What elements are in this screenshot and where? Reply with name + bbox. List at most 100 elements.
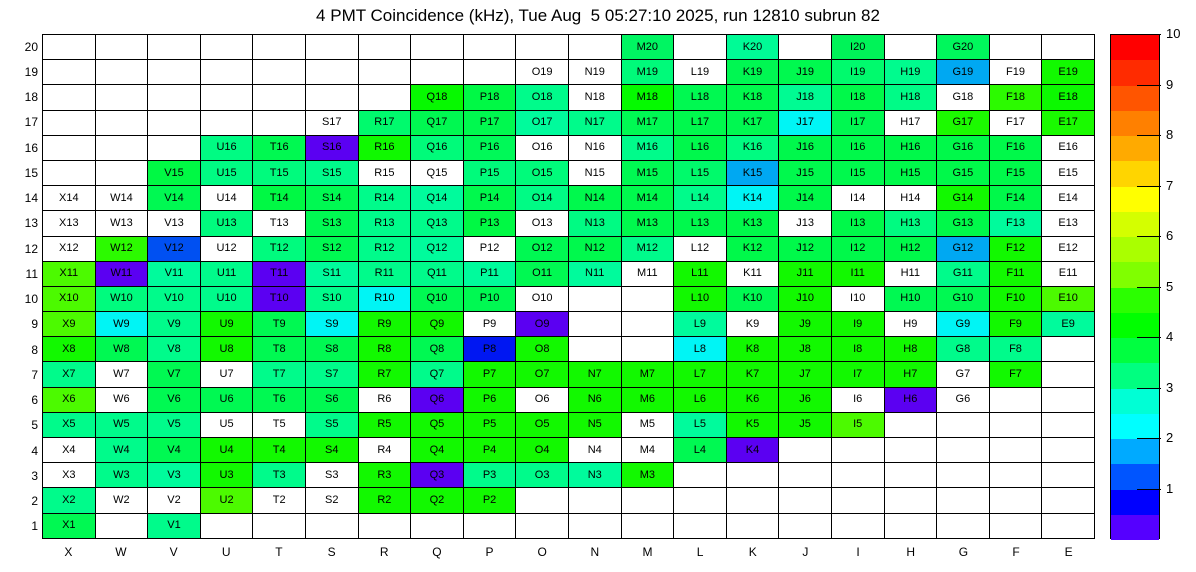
heatmap-cell-P4[interactable]: P4 bbox=[462, 436, 517, 464]
heatmap-cell-U8[interactable]: U8 bbox=[199, 336, 254, 363]
heatmap-cell-R17[interactable]: R17 bbox=[357, 109, 412, 136]
heatmap-cell-empty[interactable] bbox=[199, 512, 254, 540]
heatmap-cell-empty[interactable] bbox=[42, 59, 96, 86]
heatmap-cell-M16[interactable]: M16 bbox=[620, 134, 675, 161]
heatmap-cell-U7[interactable]: U7 bbox=[199, 361, 254, 388]
heatmap-cell-empty[interactable] bbox=[515, 487, 569, 514]
heatmap-cell-P9[interactable]: P9 bbox=[462, 311, 517, 338]
heatmap-cell-L4[interactable]: L4 bbox=[673, 436, 727, 464]
heatmap-cell-H10[interactable]: H10 bbox=[883, 285, 938, 313]
heatmap-cell-U15[interactable]: U15 bbox=[199, 159, 254, 187]
heatmap-cell-H14[interactable]: H14 bbox=[883, 185, 938, 212]
heatmap-cell-empty[interactable] bbox=[252, 512, 306, 540]
heatmap-cell-W12[interactable]: W12 bbox=[94, 235, 149, 262]
heatmap-cell-T13[interactable]: T13 bbox=[252, 210, 306, 237]
heatmap-cell-empty[interactable] bbox=[567, 487, 622, 514]
heatmap-cell-N14[interactable]: N14 bbox=[567, 185, 622, 212]
heatmap-cell-L5[interactable]: L5 bbox=[673, 411, 727, 439]
heatmap-cell-N3[interactable]: N3 bbox=[567, 462, 622, 489]
heatmap-cell-empty[interactable] bbox=[199, 33, 254, 61]
heatmap-cell-O12[interactable]: O12 bbox=[515, 235, 569, 262]
heatmap-cell-R16[interactable]: R16 bbox=[357, 134, 412, 161]
heatmap-cell-N5[interactable]: N5 bbox=[567, 411, 622, 439]
heatmap-cell-S14[interactable]: S14 bbox=[304, 185, 359, 212]
heatmap-cell-S7[interactable]: S7 bbox=[304, 361, 359, 388]
heatmap-cell-T7[interactable]: T7 bbox=[252, 361, 306, 388]
heatmap-cell-S10[interactable]: S10 bbox=[304, 285, 359, 313]
heatmap-cell-empty[interactable] bbox=[620, 311, 675, 338]
heatmap-cell-J11[interactable]: J11 bbox=[778, 260, 832, 287]
heatmap-cell-F11[interactable]: F11 bbox=[988, 260, 1043, 287]
heatmap-cell-empty[interactable] bbox=[357, 512, 412, 540]
heatmap-cell-empty[interactable] bbox=[94, 84, 149, 111]
heatmap-cell-L17[interactable]: L17 bbox=[673, 109, 727, 136]
heatmap-cell-I18[interactable]: I18 bbox=[830, 84, 885, 111]
heatmap-cell-S17[interactable]: S17 bbox=[304, 109, 359, 136]
heatmap-cell-N15[interactable]: N15 bbox=[567, 159, 622, 187]
heatmap-cell-empty[interactable] bbox=[94, 33, 149, 61]
heatmap-cell-empty[interactable] bbox=[620, 487, 675, 514]
heatmap-cell-empty[interactable] bbox=[252, 109, 306, 136]
heatmap-cell-F9[interactable]: F9 bbox=[988, 311, 1043, 338]
heatmap-cell-S6[interactable]: S6 bbox=[304, 386, 359, 413]
heatmap-cell-F7[interactable]: F7 bbox=[988, 361, 1043, 388]
heatmap-cell-empty[interactable] bbox=[988, 512, 1043, 540]
heatmap-cell-empty[interactable] bbox=[42, 109, 96, 136]
heatmap-cell-X13[interactable]: X13 bbox=[42, 210, 96, 237]
heatmap-cell-X8[interactable]: X8 bbox=[42, 336, 96, 363]
heatmap-cell-V5[interactable]: V5 bbox=[147, 411, 201, 439]
heatmap-cell-M11[interactable]: M11 bbox=[620, 260, 675, 287]
heatmap-cell-X9[interactable]: X9 bbox=[42, 311, 96, 338]
heatmap-cell-K12[interactable]: K12 bbox=[725, 235, 780, 262]
heatmap-cell-K9[interactable]: K9 bbox=[725, 311, 780, 338]
heatmap-cell-E19[interactable]: E19 bbox=[1041, 59, 1095, 86]
heatmap-cell-K17[interactable]: K17 bbox=[725, 109, 780, 136]
heatmap-cell-T11[interactable]: T11 bbox=[252, 260, 306, 287]
heatmap-cell-N17[interactable]: N17 bbox=[567, 109, 622, 136]
heatmap-cell-W7[interactable]: W7 bbox=[94, 361, 149, 388]
heatmap-cell-H9[interactable]: H9 bbox=[883, 311, 938, 338]
heatmap-cell-N4[interactable]: N4 bbox=[567, 436, 622, 464]
heatmap-cell-empty[interactable] bbox=[883, 462, 938, 489]
heatmap-cell-I13[interactable]: I13 bbox=[830, 210, 885, 237]
heatmap-cell-J7[interactable]: J7 bbox=[778, 361, 832, 388]
heatmap-cell-empty[interactable] bbox=[1041, 462, 1095, 489]
heatmap-cell-X14[interactable]: X14 bbox=[42, 185, 96, 212]
heatmap-cell-empty[interactable] bbox=[304, 84, 359, 111]
heatmap-cell-O18[interactable]: O18 bbox=[515, 84, 569, 111]
heatmap-cell-I14[interactable]: I14 bbox=[830, 185, 885, 212]
heatmap-cell-E13[interactable]: E13 bbox=[1041, 210, 1095, 237]
heatmap-cell-E12[interactable]: E12 bbox=[1041, 235, 1095, 262]
heatmap-cell-empty[interactable] bbox=[147, 84, 201, 111]
heatmap-cell-L16[interactable]: L16 bbox=[673, 134, 727, 161]
heatmap-cell-empty[interactable] bbox=[94, 109, 149, 136]
heatmap-cell-empty[interactable] bbox=[462, 33, 517, 61]
heatmap-cell-empty[interactable] bbox=[620, 285, 675, 313]
heatmap-cell-E10[interactable]: E10 bbox=[1041, 285, 1095, 313]
heatmap-cell-H19[interactable]: H19 bbox=[883, 59, 938, 86]
heatmap-cell-K14[interactable]: K14 bbox=[725, 185, 780, 212]
heatmap-cell-empty[interactable] bbox=[357, 33, 412, 61]
heatmap-cell-M18[interactable]: M18 bbox=[620, 84, 675, 111]
heatmap-cell-F17[interactable]: F17 bbox=[988, 109, 1043, 136]
heatmap-cell-P14[interactable]: P14 bbox=[462, 185, 517, 212]
heatmap-cell-H11[interactable]: H11 bbox=[883, 260, 938, 287]
heatmap-cell-P16[interactable]: P16 bbox=[462, 134, 517, 161]
heatmap-cell-empty[interactable] bbox=[883, 487, 938, 514]
heatmap-cell-K19[interactable]: K19 bbox=[725, 59, 780, 86]
heatmap-cell-empty[interactable] bbox=[778, 487, 832, 514]
heatmap-cell-empty[interactable] bbox=[252, 33, 306, 61]
heatmap-cell-empty[interactable] bbox=[147, 109, 201, 136]
heatmap-cell-Q18[interactable]: Q18 bbox=[410, 84, 464, 111]
heatmap-cell-U4[interactable]: U4 bbox=[199, 436, 254, 464]
heatmap-cell-empty[interactable] bbox=[936, 411, 990, 439]
heatmap-cell-empty[interactable] bbox=[830, 512, 885, 540]
heatmap-cell-E11[interactable]: E11 bbox=[1041, 260, 1095, 287]
heatmap-cell-empty[interactable] bbox=[304, 512, 359, 540]
heatmap-cell-V13[interactable]: V13 bbox=[147, 210, 201, 237]
heatmap-cell-M3[interactable]: M3 bbox=[620, 462, 675, 489]
heatmap-cell-P10[interactable]: P10 bbox=[462, 285, 517, 313]
heatmap-cell-R12[interactable]: R12 bbox=[357, 235, 412, 262]
heatmap-cell-empty[interactable] bbox=[252, 84, 306, 111]
heatmap-cell-T14[interactable]: T14 bbox=[252, 185, 306, 212]
